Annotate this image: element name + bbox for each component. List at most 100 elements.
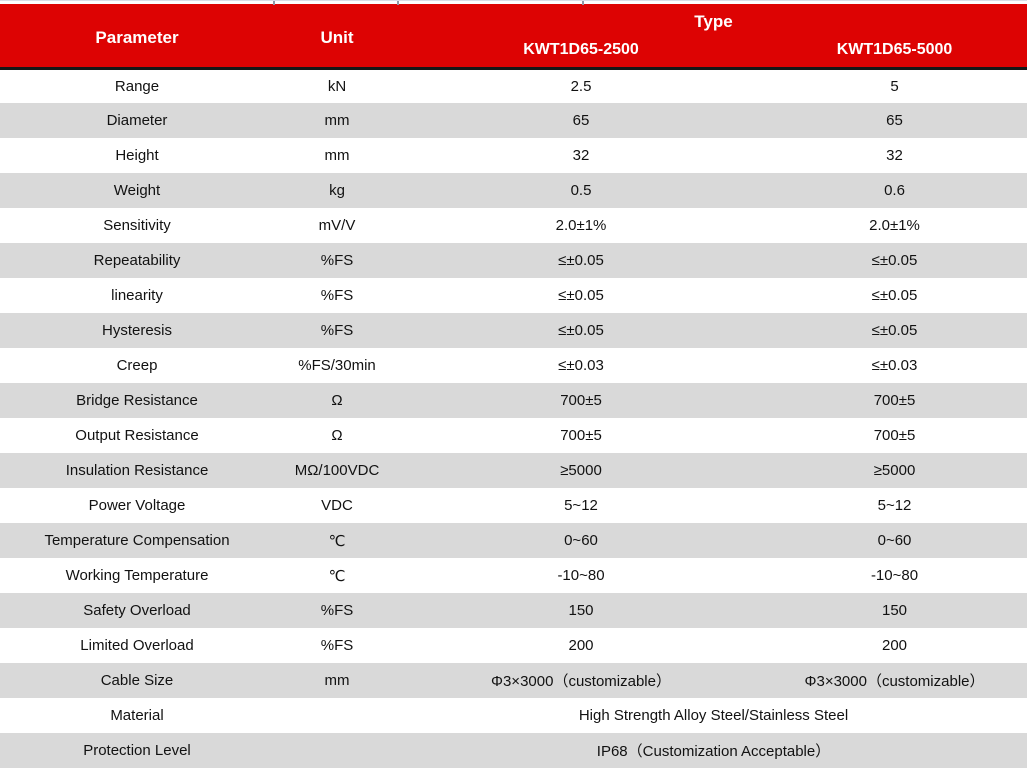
value-cell-model-2: 5 (762, 68, 1027, 103)
value-cell-model-2: -10~80 (762, 558, 1027, 593)
value-cell-model-2: 5~12 (762, 488, 1027, 523)
table-row-temperature-compensation: Temperature Compensation ℃ 0~60 0~60 (0, 523, 1027, 558)
unit-cell: kg (274, 173, 400, 208)
unit-cell: ℃ (274, 523, 400, 558)
table-row-limited-overload: Limited Overload %FS 200 200 (0, 628, 1027, 663)
value-cell-model-2: ≤±0.05 (762, 243, 1027, 278)
value-cell-model-2: 0~60 (762, 523, 1027, 558)
param-cell: Limited Overload (0, 628, 274, 663)
param-cell: Cable Size (0, 663, 274, 698)
header-model-1: KWT1D65-2500 (400, 33, 762, 70)
table-header: Parameter Unit Type KWT1D65-2500 KWT1D65… (0, 4, 1027, 70)
param-cell: Bridge Resistance (0, 383, 274, 418)
gridline-tick (273, 1, 275, 5)
header-parameter: Parameter (0, 4, 274, 70)
value-cell-model-1: ≤±0.05 (400, 313, 762, 348)
param-cell: Working Temperature (0, 558, 274, 593)
value-cell-model-1: Φ3×3000（customizable） (400, 663, 762, 698)
table-row-height: Height mm 32 32 (0, 138, 1027, 173)
table-row-sensitivity: Sensitivity mV/V 2.0±1% 2.0±1% (0, 208, 1027, 243)
table-row-creep: Creep %FS/30min ≤±0.03 ≤±0.03 (0, 348, 1027, 383)
unit-cell (274, 698, 400, 733)
table-row-protection-level: Protection Level IP68（Customization Acce… (0, 733, 1027, 768)
value-cell-model-1: ≤±0.05 (400, 278, 762, 313)
value-cell-model-1: ≤±0.05 (400, 243, 762, 278)
value-cell-model-2: 150 (762, 593, 1027, 628)
gridline-tick (397, 1, 399, 5)
param-cell: Temperature Compensation (0, 523, 274, 558)
unit-cell: mm (274, 138, 400, 173)
value-cell-model-1: 2.5 (400, 68, 762, 103)
spec-table: Parameter Unit Type KWT1D65-2500 KWT1D65… (0, 4, 1027, 768)
unit-cell: ℃ (274, 558, 400, 593)
table-row-cable-size: Cable Size mm Φ3×3000（customizable） Φ3×3… (0, 663, 1027, 698)
table-row-weight: Weight kg 0.5 0.6 (0, 173, 1027, 208)
param-cell: Safety Overload (0, 593, 274, 628)
unit-cell: Ω (274, 383, 400, 418)
table-row-bridge-resistance: Bridge Resistance Ω 700±5 700±5 (0, 383, 1027, 418)
value-cell-model-1: 2.0±1% (400, 208, 762, 243)
value-cell-model-2: ≤±0.05 (762, 278, 1027, 313)
param-cell: Range (0, 68, 274, 103)
table-row-linearity: linearity %FS ≤±0.05 ≤±0.05 (0, 278, 1027, 313)
unit-cell (274, 733, 400, 768)
unit-cell: Ω (274, 418, 400, 453)
value-cell-model-1: 700±5 (400, 383, 762, 418)
param-cell: Material (0, 698, 274, 733)
unit-cell: mm (274, 103, 400, 138)
value-cell-model-2: Φ3×3000（customizable） (762, 663, 1027, 698)
value-cell-model-2: ≥5000 (762, 453, 1027, 488)
cropped-gridline-strip (0, 0, 1027, 5)
merged-value-cell: High Strength Alloy Steel/Stainless Stee… (400, 698, 1027, 733)
header-unit: Unit (274, 4, 400, 70)
value-cell-model-1: -10~80 (400, 558, 762, 593)
table-row-repeatability: Repeatability %FS ≤±0.05 ≤±0.05 (0, 243, 1027, 278)
gridline-tick (582, 1, 584, 5)
header-row-models: KWT1D65-2500 KWT1D65-5000 (0, 33, 1027, 70)
unit-cell: %FS (274, 593, 400, 628)
unit-cell: mV/V (274, 208, 400, 243)
header-type: Type (400, 4, 1027, 33)
unit-cell: mm (274, 663, 400, 698)
value-cell-model-2: 700±5 (762, 383, 1027, 418)
unit-cell: %FS (274, 243, 400, 278)
merged-value-cell: IP68（Customization Acceptable） (400, 733, 1027, 768)
value-cell-model-1: 700±5 (400, 418, 762, 453)
table-row-power-voltage: Power Voltage VDC 5~12 5~12 (0, 488, 1027, 523)
param-cell: Output Resistance (0, 418, 274, 453)
param-cell: Power Voltage (0, 488, 274, 523)
table-row-safety-overload: Safety Overload %FS 150 150 (0, 593, 1027, 628)
table-row-output-resistance: Output Resistance Ω 700±5 700±5 (0, 418, 1027, 453)
param-cell: Weight (0, 173, 274, 208)
table-row-range: Range kN 2.5 5 (0, 68, 1027, 103)
value-cell-model-2: 65 (762, 103, 1027, 138)
value-cell-model-2: 700±5 (762, 418, 1027, 453)
table-row-working-temperature: Working Temperature ℃ -10~80 -10~80 (0, 558, 1027, 593)
value-cell-model-2: 2.0±1% (762, 208, 1027, 243)
table-row-hysteresis: Hysteresis %FS ≤±0.05 ≤±0.05 (0, 313, 1027, 348)
param-cell: Protection Level (0, 733, 274, 768)
table-body: Range kN 2.5 5 Diameter mm 65 65 Height … (0, 68, 1027, 768)
table-row-material: Material High Strength Alloy Steel/Stain… (0, 698, 1027, 733)
unit-cell: %FS (274, 628, 400, 663)
param-cell: Hysteresis (0, 313, 274, 348)
param-cell: Diameter (0, 103, 274, 138)
param-cell: Height (0, 138, 274, 173)
value-cell-model-1: 150 (400, 593, 762, 628)
value-cell-model-1: ≤±0.03 (400, 348, 762, 383)
value-cell-model-2: ≤±0.05 (762, 313, 1027, 348)
param-cell: linearity (0, 278, 274, 313)
value-cell-model-1: 5~12 (400, 488, 762, 523)
value-cell-model-1: ≥5000 (400, 453, 762, 488)
param-cell: Sensitivity (0, 208, 274, 243)
header-model-2: KWT1D65-5000 (762, 33, 1027, 70)
unit-cell: VDC (274, 488, 400, 523)
value-cell-model-1: 200 (400, 628, 762, 663)
param-cell: Creep (0, 348, 274, 383)
param-cell: Insulation Resistance (0, 453, 274, 488)
table-row-diameter: Diameter mm 65 65 (0, 103, 1027, 138)
table-row-insulation-resistance: Insulation Resistance MΩ/100VDC ≥5000 ≥5… (0, 453, 1027, 488)
value-cell-model-2: ≤±0.03 (762, 348, 1027, 383)
value-cell-model-1: 32 (400, 138, 762, 173)
value-cell-model-2: 200 (762, 628, 1027, 663)
